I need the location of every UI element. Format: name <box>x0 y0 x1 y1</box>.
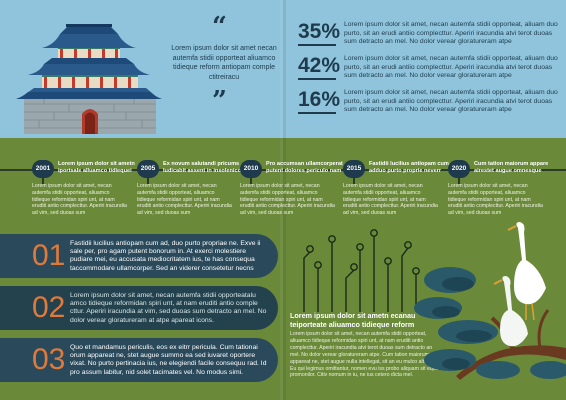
timeline-year-badge: 2015 <box>343 160 365 178</box>
timeline-year-badge: 2005 <box>137 160 159 178</box>
timeline-year-badge: 2001 <box>32 160 54 178</box>
quote-text: Lorem ipsum dolor sit amet necan autemfa… <box>171 45 277 81</box>
timeline-heading: Ex novum salutandi pricums ludicabit ass… <box>163 161 242 174</box>
banner-text: Fastidii lucilius antiopam cum ad, duo p… <box>70 240 261 272</box>
timeline-heading: Fastidii lucilius antiopam cum adduo pur… <box>369 161 449 174</box>
open-quote-icon: “ <box>212 12 227 42</box>
bottom-body: Lorem ipsum dolor sit amet, necan autemf… <box>290 331 439 379</box>
stat-text: Lorem ipsum dolor sit amet, necan autemf… <box>344 89 558 113</box>
timeline-tick <box>42 178 44 184</box>
close-quote-icon: ” <box>212 86 227 116</box>
timeline-heading: Lorem ipsum dolor sit ametn iportsale al… <box>58 161 135 174</box>
stat-1: 35% Lorem ipsum dolor sit amet, necan au… <box>298 20 558 50</box>
banner-text: Quo et mandamus periculis, eos ex eitrr … <box>70 344 267 376</box>
timeline-tick <box>147 178 149 184</box>
timeline-tick <box>458 178 460 184</box>
timeline-body: Lorem ipsum dolor sit amet, necan autemf… <box>32 183 127 217</box>
timeline-body: Lorem ipsum dolor sit amet, necan autemf… <box>343 183 438 217</box>
stat-underline <box>298 78 336 80</box>
stat-value: 16% <box>298 88 341 111</box>
timeline-tick <box>353 178 355 184</box>
timeline-heading: Cum tation maiorum appare airestet augue… <box>474 161 549 174</box>
bottom-heading: Lorem ipsum dolor sit ametn ecanau teipo… <box>290 311 416 329</box>
banner-text: Lorem ipsum dolor sit amet, necan autemf… <box>70 292 267 324</box>
stat-text: Lorem ipsum dolor sit amet, necan autemf… <box>344 55 558 79</box>
timeline-line <box>0 169 566 171</box>
stat-value: 35% <box>298 20 341 43</box>
stat-2: 42% Lorem ipsum dolor sit amet, necan au… <box>298 54 558 84</box>
banner-number: 01 <box>32 239 66 272</box>
stat-text: Lorem ipsum dolor sit amet, necan autemf… <box>344 21 558 45</box>
timeline-year-badge: 2010 <box>240 160 262 178</box>
page-fold <box>283 0 286 400</box>
stat-underline <box>298 44 336 46</box>
timeline-body: Lorem ipsum dolor sit amet, necan autemf… <box>240 183 335 217</box>
timeline-heading: Pro accumsan ullamcorperat putent dolore… <box>266 161 343 174</box>
timeline-body: Lorem ipsum dolor sit amet, necan autemf… <box>137 183 232 217</box>
timeline-tick <box>250 178 252 184</box>
timeline-body: Lorem ipsum dolor sit amet, necan autemf… <box>448 183 543 217</box>
stat-3: 16% Lorem ipsum dolor sit amet, necan au… <box>298 88 558 118</box>
palace-illustration <box>16 24 162 134</box>
circuit-graphic <box>303 229 420 312</box>
stat-underline <box>298 112 336 114</box>
numbered-banner-01: 01 Fastidii lucilius antiopam cum ad, du… <box>0 234 278 278</box>
numbered-banner-02: 02 Lorem ipsum dolor sit amet, necan aut… <box>0 286 278 330</box>
timeline-year-badge: 2020 <box>448 160 470 178</box>
banner-number: 03 <box>32 343 66 376</box>
page-fold-highlight <box>280 0 283 400</box>
pine-crane-illustration <box>414 222 566 380</box>
numbered-banner-03: 03 Quo et mandamus periculis, eos ex eit… <box>0 338 278 382</box>
stat-value: 42% <box>298 54 341 77</box>
banner-number: 02 <box>32 291 66 324</box>
